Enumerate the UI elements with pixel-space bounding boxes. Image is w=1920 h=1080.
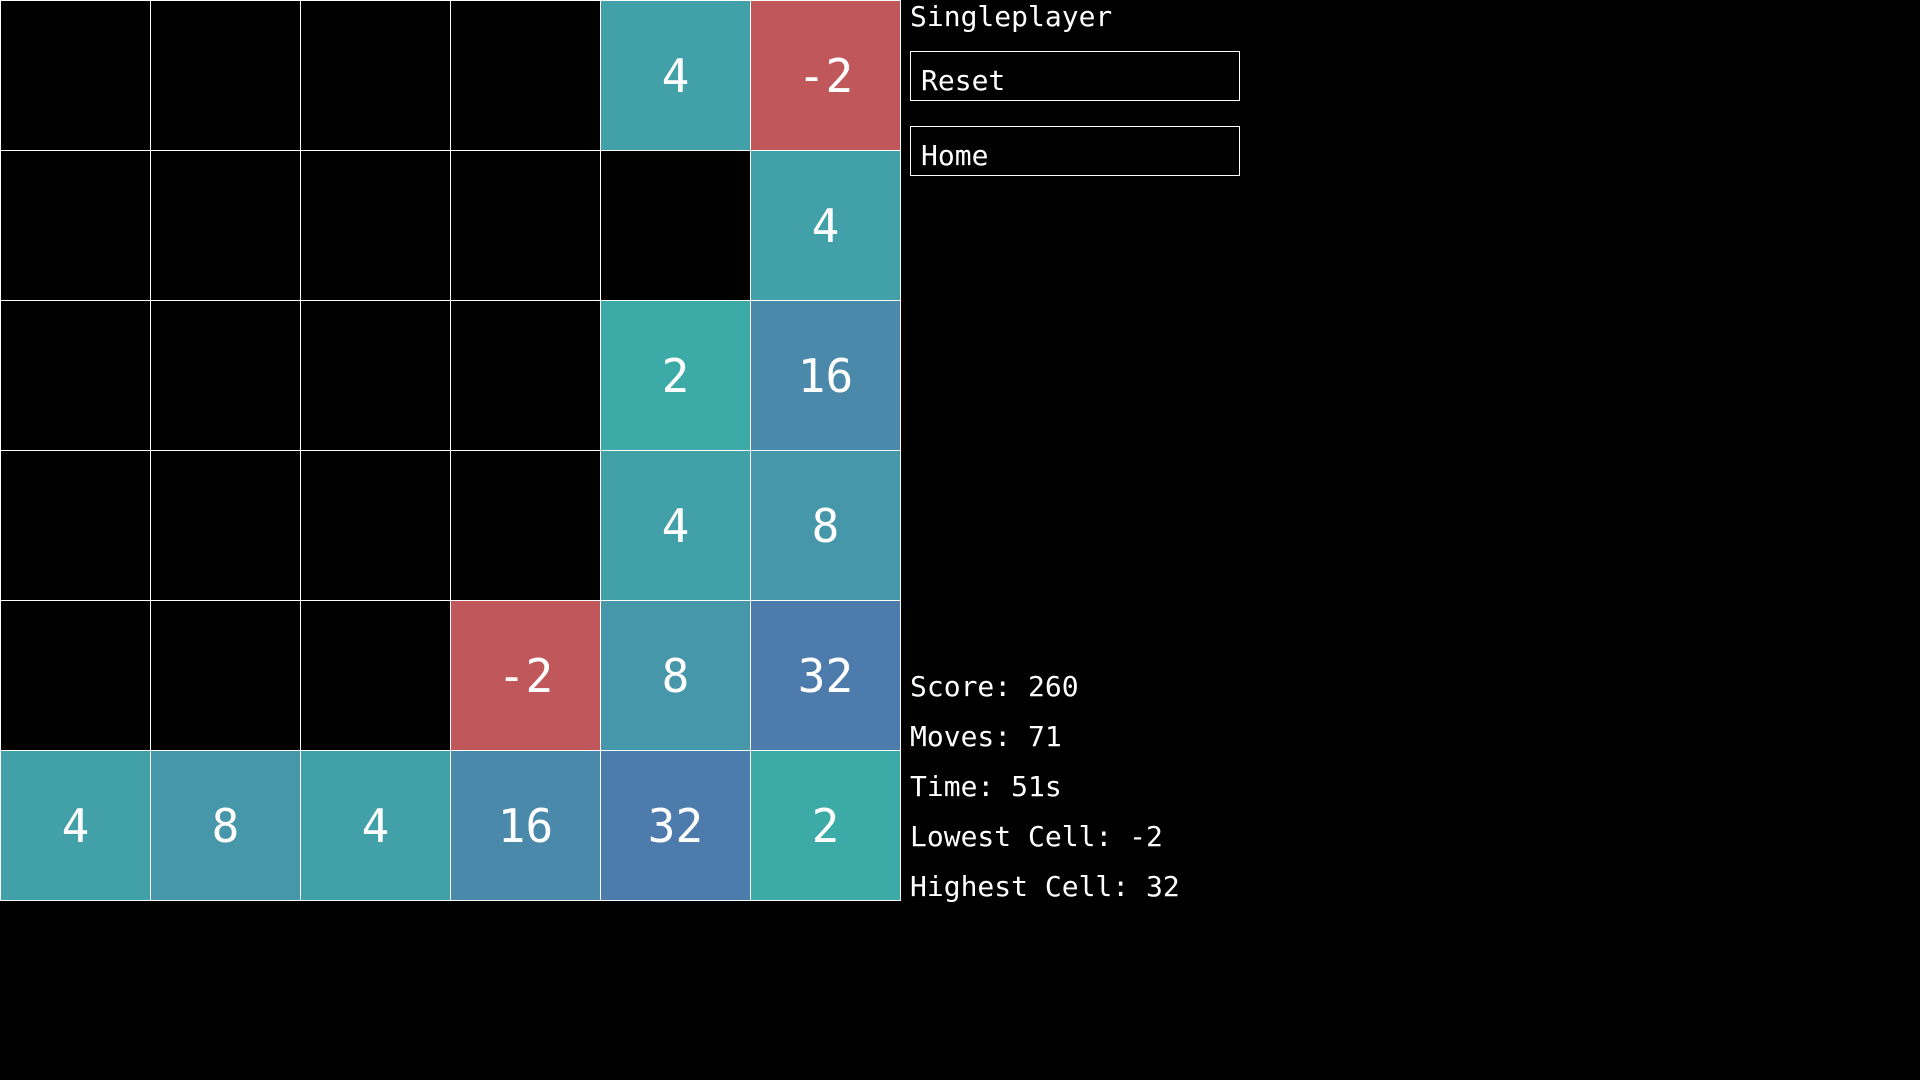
board-cell <box>0 600 151 751</box>
stats-panel: Score: 260 Moves: 71 Time: 51s Lowest Ce… <box>910 662 1180 912</box>
board-cell <box>0 300 151 451</box>
board-cell <box>300 150 451 301</box>
board-cell <box>150 450 301 601</box>
score-text: Score: 260 <box>910 670 1079 703</box>
home-button[interactable]: Home <box>910 126 1240 176</box>
board-cell <box>450 150 601 301</box>
board-cell: 8 <box>150 750 301 901</box>
board-cell <box>450 0 601 151</box>
board-cell <box>300 450 451 601</box>
board-cell <box>0 450 151 601</box>
board-cell: 8 <box>750 450 901 601</box>
board-cell <box>300 600 451 751</box>
game-board[interactable]: 4 -2 4 2 16 4 8 -2 8 32 4 8 4 16 32 2 <box>0 0 901 901</box>
time-text: Time: 51s <box>910 770 1062 803</box>
highest-cell-text: Highest Cell: 32 <box>910 870 1180 903</box>
board-cell <box>600 150 751 301</box>
mode-title: Singleplayer <box>910 0 1113 33</box>
board-cell <box>150 0 301 151</box>
board-cell: 4 <box>600 0 751 151</box>
board-cell: 4 <box>750 150 901 301</box>
board-cell <box>0 0 151 151</box>
board-cell: 8 <box>600 600 751 751</box>
board-cell: 2 <box>750 750 901 901</box>
moves-text: Moves: 71 <box>910 720 1062 753</box>
board-cell <box>450 300 601 451</box>
board-cell: 32 <box>750 600 901 751</box>
board-cell <box>0 150 151 301</box>
board-cell: 16 <box>750 300 901 451</box>
board-cell <box>450 450 601 601</box>
board-cell <box>300 0 451 151</box>
board-cell: 32 <box>600 750 751 901</box>
board-cell: 16 <box>450 750 601 901</box>
board-cell: -2 <box>450 600 601 751</box>
board-cell <box>150 600 301 751</box>
board-cell: 4 <box>0 750 151 901</box>
board-cell: -2 <box>750 0 901 151</box>
board-cell <box>150 150 301 301</box>
board-cell: 4 <box>600 450 751 601</box>
board-cell <box>150 300 301 451</box>
lowest-cell-text: Lowest Cell: -2 <box>910 820 1163 853</box>
board-cell: 2 <box>600 300 751 451</box>
board-cell <box>300 300 451 451</box>
reset-button[interactable]: Reset <box>910 51 1240 101</box>
board-cell: 4 <box>300 750 451 901</box>
